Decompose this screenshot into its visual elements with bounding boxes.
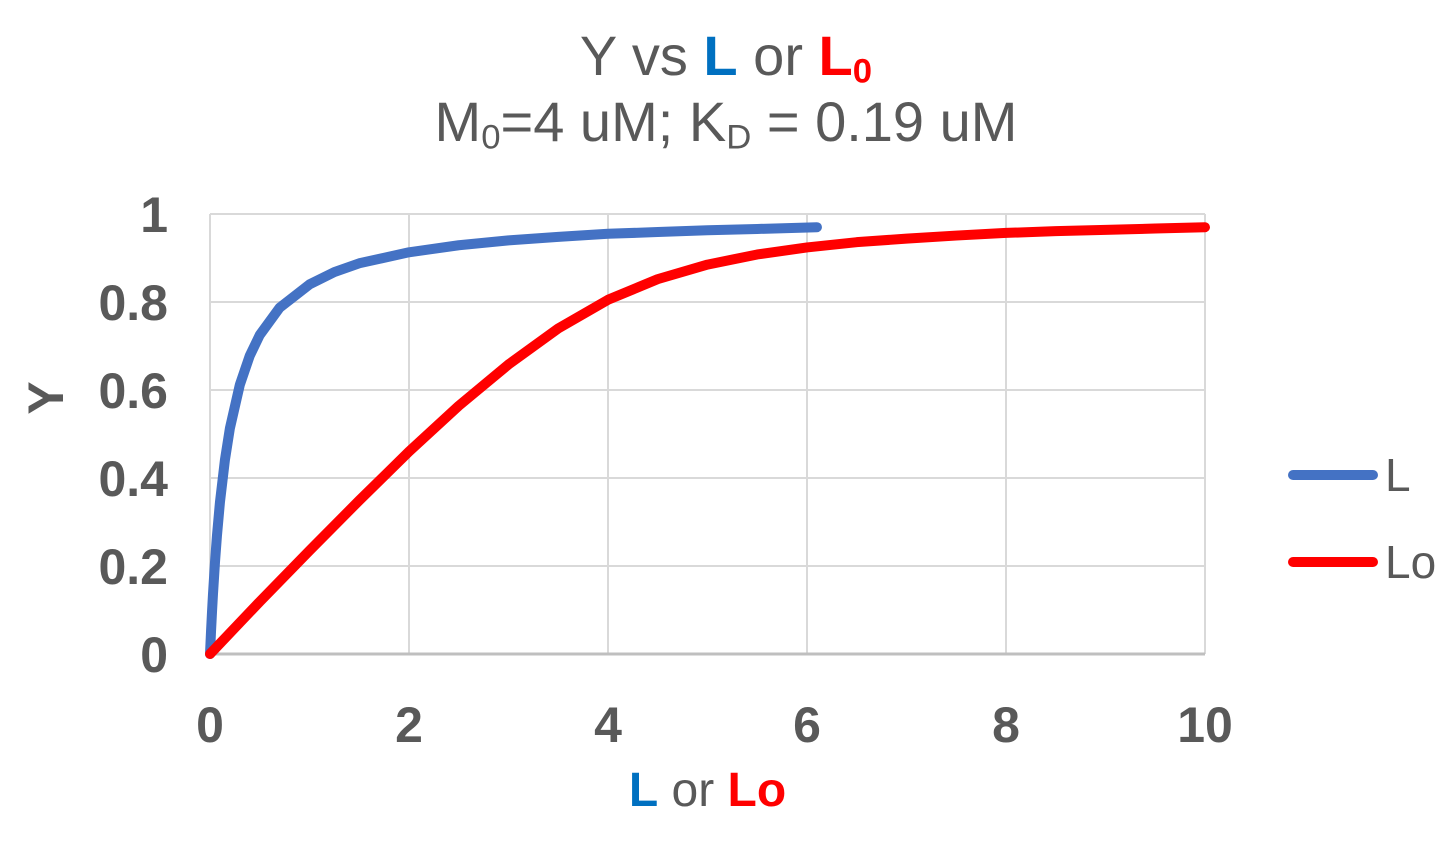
title-L0-subscript: 0 [852,52,873,91]
y-tick-label: 0.4 [98,451,168,507]
legend-swatch-Lo [1288,557,1378,567]
y-axis-title: Y [18,381,74,415]
chart-subtitle: M0=4 uM; KD = 0.19 uM [0,90,1452,157]
x-tick-label: 4 [594,697,622,753]
subtitle-value: = 0.19 uM [751,90,1018,153]
legend-swatch-L [1288,470,1378,480]
x-title-Lo: Lo [727,764,787,817]
subtitle-mid: =4 uM; K [500,90,727,153]
x-title-or: or [658,764,728,817]
x-axis-title: L or Lo [210,763,1205,819]
x-title-L: L [628,764,659,817]
series-Lo-line [205,222,1210,659]
x-tick-label: 2 [395,697,423,753]
legend-label-Lo: Lo [1385,536,1437,588]
legend-label-L: L [1385,449,1411,501]
y-tick-labels: 0 0.2 0.4 0.6 0.8 1 [98,187,168,683]
subtitle-M-subscript: 0 [481,118,501,157]
x-tick-labels: 0 2 4 6 8 10 [196,697,1233,753]
y-tick-label: 1 [140,187,168,243]
x-tick-label: 6 [793,697,821,753]
chart-title: Y vs L or L0 [0,24,1452,91]
y-tick-label: 0 [140,627,168,683]
subtitle-M: M [434,90,482,153]
gridlines [209,213,1206,655]
y-tick-label: 0.8 [98,275,168,331]
title-L: L [703,24,738,87]
title-L0: L [818,24,853,87]
x-tick-label: 10 [1177,697,1233,753]
legend-item-L: L [1288,448,1436,502]
title-text: Y vs [579,24,704,87]
legend: L Lo [1288,448,1436,589]
series-L-line [205,222,822,659]
subtitle-K-subscript: D [726,118,752,157]
x-tick-label: 8 [992,697,1020,753]
y-tick-label: 0.2 [98,539,168,595]
x-tick-label: 0 [196,697,224,753]
y-tick-label: 0.6 [98,363,168,419]
legend-item-Lo: Lo [1288,535,1436,589]
title-or: or [737,24,819,87]
